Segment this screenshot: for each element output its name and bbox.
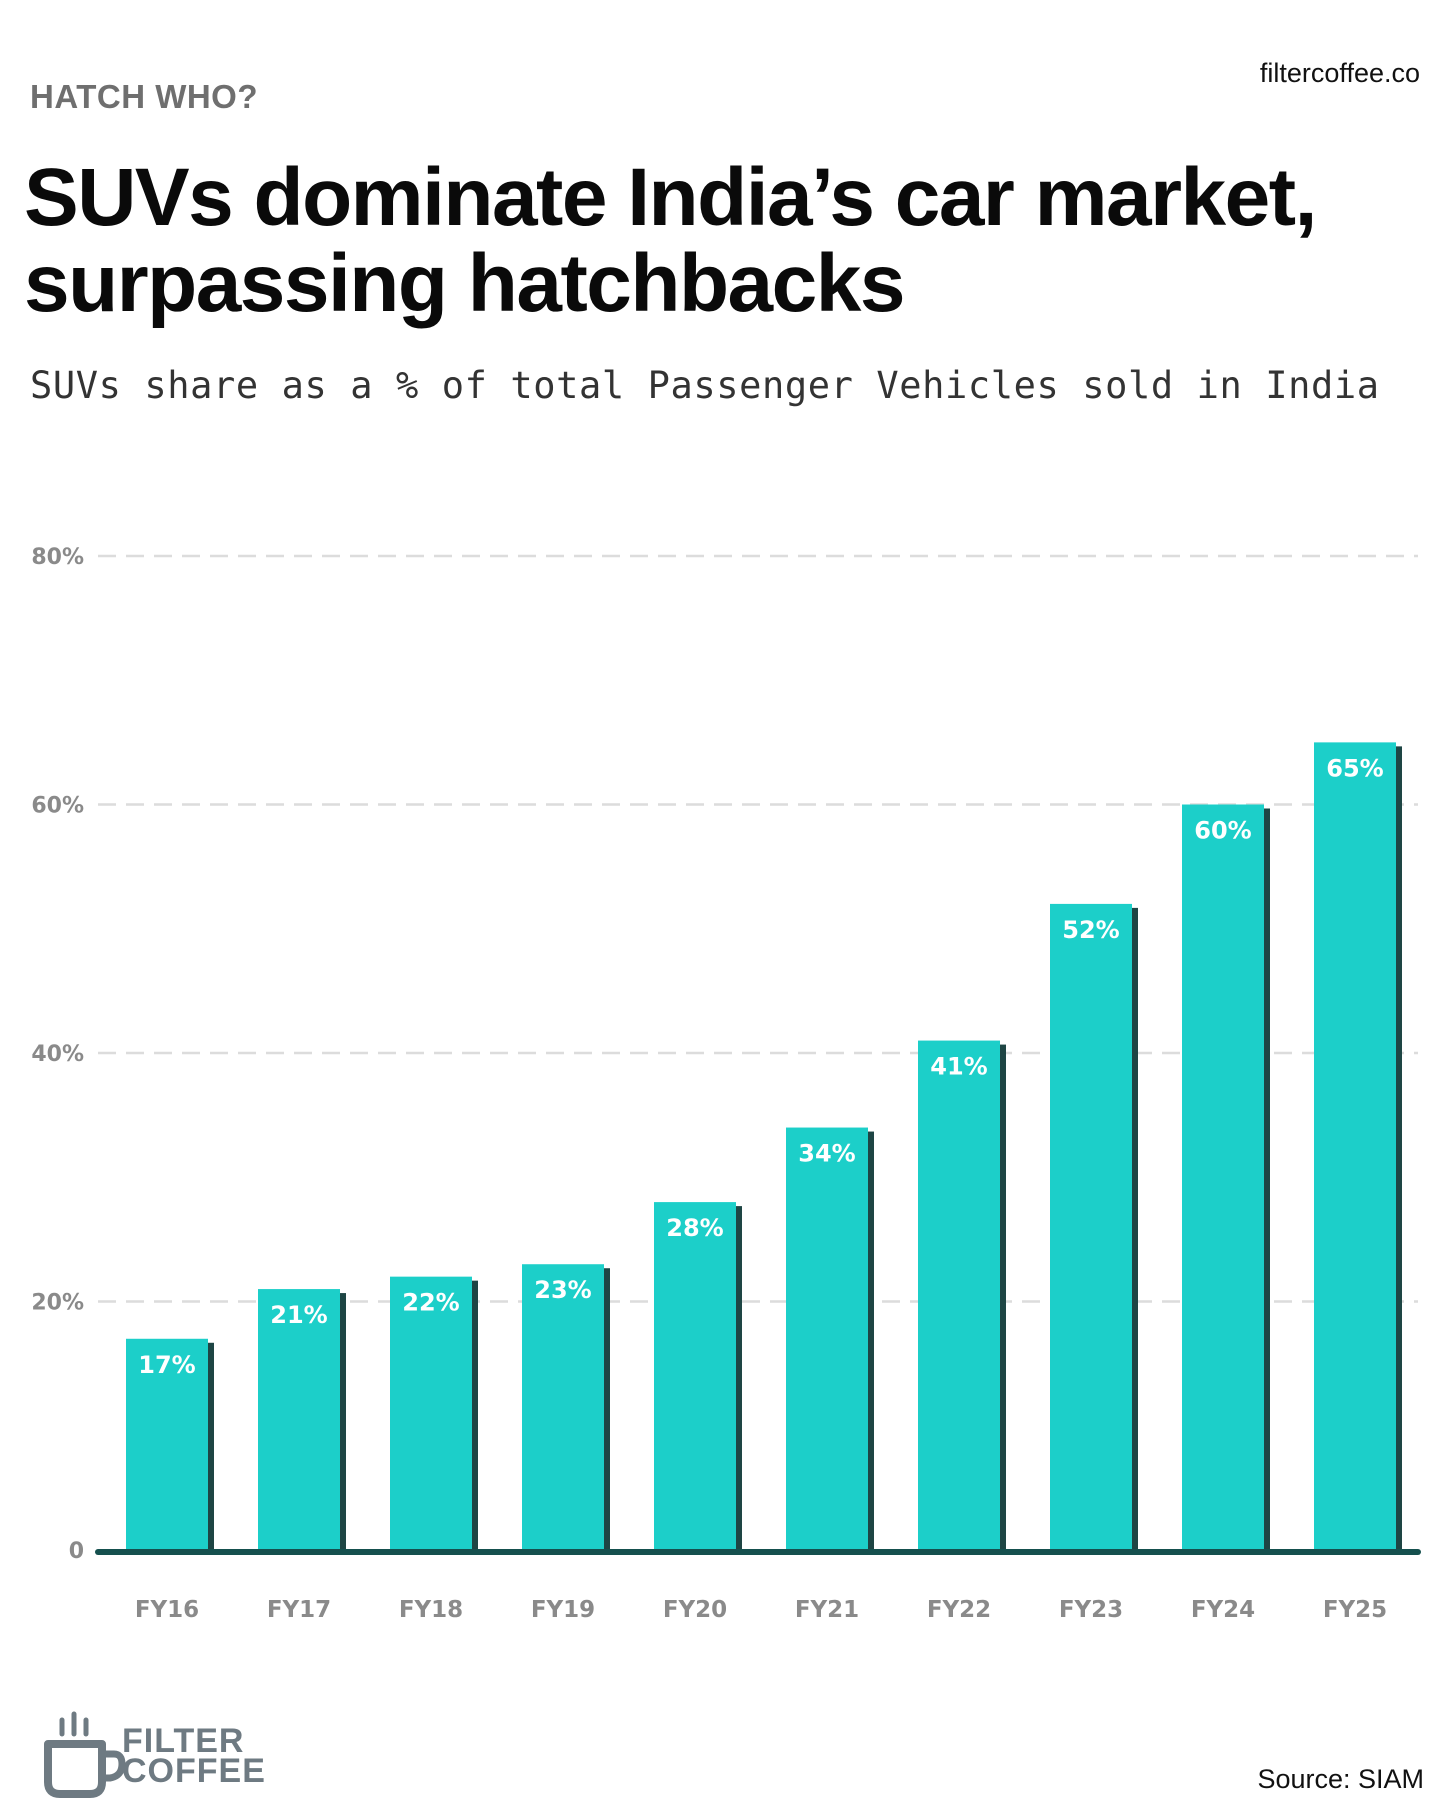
bar-fy21	[786, 1127, 868, 1550]
bar-value-label: 34%	[798, 1140, 855, 1168]
y-tick-label: 0	[69, 1539, 84, 1564]
bars: 17% 21% 22% 23% 28% 34% 41% 52% 60% 65%	[126, 742, 1402, 1554]
bar-value-label: 52%	[1062, 916, 1119, 944]
x-tick-label: FY24	[1191, 1597, 1255, 1623]
bar-fy16	[126, 1338, 208, 1550]
bar-fy20	[654, 1202, 736, 1550]
bar-fy23	[1050, 903, 1132, 1550]
logo-line-2: COFFEE	[122, 1752, 266, 1790]
y-tick-label: 40%	[31, 1042, 84, 1067]
chart-title: SUVs dominate India’s car market, surpas…	[24, 152, 1317, 329]
source-note: Source: SIAM	[1257, 1764, 1424, 1794]
axes: 0 20% 40% 60% 80% FY16 FY17 FY18 FY19 FY20 FY21 FY2…	[31, 545, 1421, 1623]
bar-fy18	[390, 1276, 472, 1550]
bar-fy19	[522, 1264, 604, 1550]
bar-value-label: 41%	[930, 1053, 987, 1081]
bar-value-label: 21%	[270, 1301, 327, 1329]
bar-fy25	[1314, 742, 1396, 1550]
bar-value-label: 28%	[666, 1214, 723, 1242]
bar-fy24	[1182, 804, 1264, 1550]
x-tick-label: FY20	[663, 1597, 727, 1623]
x-tick-label: FY19	[531, 1597, 595, 1623]
x-tick-label: FY25	[1323, 1597, 1387, 1623]
x-tick-label: FY17	[267, 1597, 331, 1623]
bar-fy22	[918, 1040, 1000, 1550]
bar-value-label: 22%	[402, 1289, 459, 1317]
kicker: HATCH WHO?	[30, 78, 259, 115]
x-tick-label: FY21	[795, 1597, 859, 1623]
bar-value-label: 60%	[1194, 817, 1251, 845]
x-tick-label: FY18	[399, 1597, 463, 1623]
y-tick-label: 80%	[31, 545, 84, 570]
x-tick-label: FY16	[135, 1597, 199, 1623]
chart-subtitle: SUVs share as a % of total Passenger Veh…	[30, 364, 1380, 407]
x-tick-label: FY22	[927, 1597, 991, 1623]
x-tick-label: FY23	[1059, 1597, 1123, 1623]
logo-wordmark: FILTER COFFEE	[122, 1722, 266, 1790]
bar-fy17	[258, 1289, 340, 1550]
y-tick-label: 60%	[31, 794, 84, 819]
site-url[interactable]: filtercoffee.co	[1259, 58, 1420, 88]
logo-line-1: FILTER	[122, 1722, 245, 1760]
filter-coffee-logo	[44, 1711, 126, 1798]
bar-value-label: 65%	[1326, 754, 1383, 782]
y-tick-label: 20%	[31, 1291, 84, 1316]
bar-value-label: 17%	[138, 1351, 195, 1379]
bar-value-label: 23%	[534, 1276, 591, 1304]
coffee-mug-icon	[44, 1711, 126, 1798]
